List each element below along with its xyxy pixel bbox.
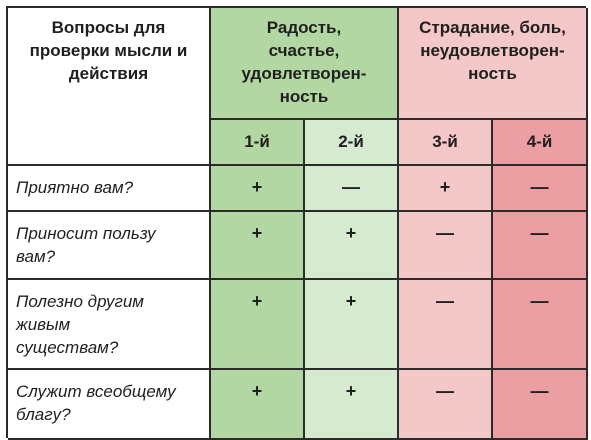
mark-row3-col1: + — [211, 280, 305, 370]
column-header-3: 3-й — [399, 120, 493, 166]
mark-row1-col1: + — [211, 166, 305, 212]
column-header-4: 4-й — [493, 120, 588, 166]
mark-row2-col2: + — [305, 212, 399, 280]
mark-row1-col4: — — [493, 166, 588, 212]
mark-row3-col3: — — [399, 280, 493, 370]
mark-row4-col3: — — [399, 370, 493, 440]
mark-row2-col4: — — [493, 212, 588, 280]
mark-row2-col3: — — [399, 212, 493, 280]
questions-header-text: Вопросы для проверки мысли и действия — [29, 18, 188, 83]
questions-header: Вопросы для проверки мысли и действия — [8, 8, 211, 166]
column-header-2: 2-й — [305, 120, 399, 166]
mark-row1-col3: + — [399, 166, 493, 212]
joy-group-header-text: Радость, счастье, удовлетворен- ность — [241, 18, 367, 106]
column-header-1: 1-й — [211, 120, 305, 166]
mark-row4-col4: — — [493, 370, 588, 440]
joy-group-header: Радость, счастье, удовлетворен- ность — [211, 8, 399, 120]
mark-row3-col2: + — [305, 280, 399, 370]
mark-row3-col4: — — [493, 280, 588, 370]
question-useful-others: Полезно другим живым существам? — [8, 280, 211, 370]
comparison-table: Вопросы для проверки мысли и действия Ра… — [6, 6, 588, 440]
suffering-group-header: Страдание, боль, неудовлетворен- ность — [399, 8, 588, 120]
mark-row1-col2: — — [305, 166, 399, 212]
question-benefit-you: Приносит пользу вам? — [8, 212, 211, 280]
mark-row2-col1: + — [211, 212, 305, 280]
mark-row4-col1: + — [211, 370, 305, 440]
question-pleasant: Приятно вам? — [8, 166, 211, 212]
suffering-group-header-text: Страдание, боль, неудовлетворен- ность — [419, 18, 566, 83]
question-common-good: Служит всеобщему благу? — [8, 370, 211, 440]
mark-row4-col2: + — [305, 370, 399, 440]
